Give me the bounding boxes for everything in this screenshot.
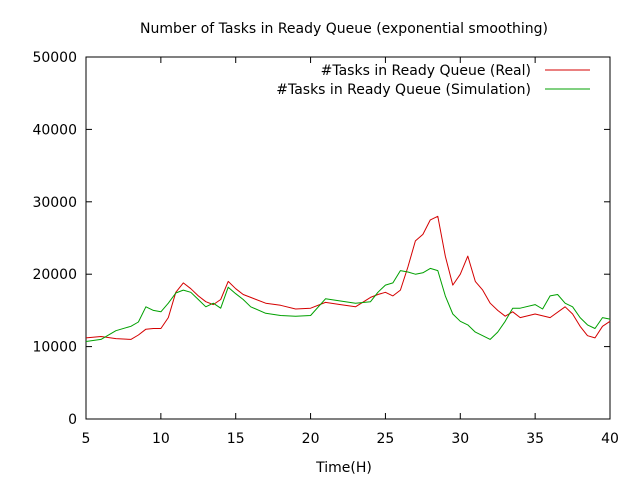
legend-label-real: #Tasks in Ready Queue (Real) (321, 63, 531, 79)
legend-label-simulation: #Tasks in Ready Queue (Simulation) (276, 82, 531, 98)
x-tick-label: 40 (601, 431, 619, 447)
x-tick-label: 30 (451, 431, 469, 447)
x-tick-label: 5 (82, 431, 91, 447)
series-line-simulation (85, 267, 611, 342)
y-tick-label: 20000 (32, 267, 77, 283)
series-line-real (85, 215, 611, 340)
chart-title: Number of Tasks in Ready Queue (exponent… (140, 21, 548, 37)
y-tick-label: 10000 (32, 340, 77, 356)
x-axis-label: Time(H) (315, 460, 372, 476)
x-tick-label: 25 (377, 431, 395, 447)
y-tick-label: 40000 (32, 122, 77, 138)
y-axis: 0 10000 20000 30000 40000 50000 (32, 50, 610, 428)
y-tick-label: 50000 (32, 50, 77, 66)
y-tick-label: 0 (68, 412, 77, 428)
plot-frame (85, 56, 611, 420)
legend: #Tasks in Ready Queue (Real) #Tasks in R… (276, 63, 590, 98)
x-tick-label: 35 (526, 431, 544, 447)
x-tick-label: 20 (302, 431, 320, 447)
x-tick-label: 10 (152, 431, 170, 447)
y-tick-label: 30000 (32, 195, 77, 211)
x-tick-label: 15 (227, 431, 245, 447)
series-layer (85, 215, 611, 342)
x-axis: 5 10 15 20 25 30 35 40 (82, 57, 619, 447)
